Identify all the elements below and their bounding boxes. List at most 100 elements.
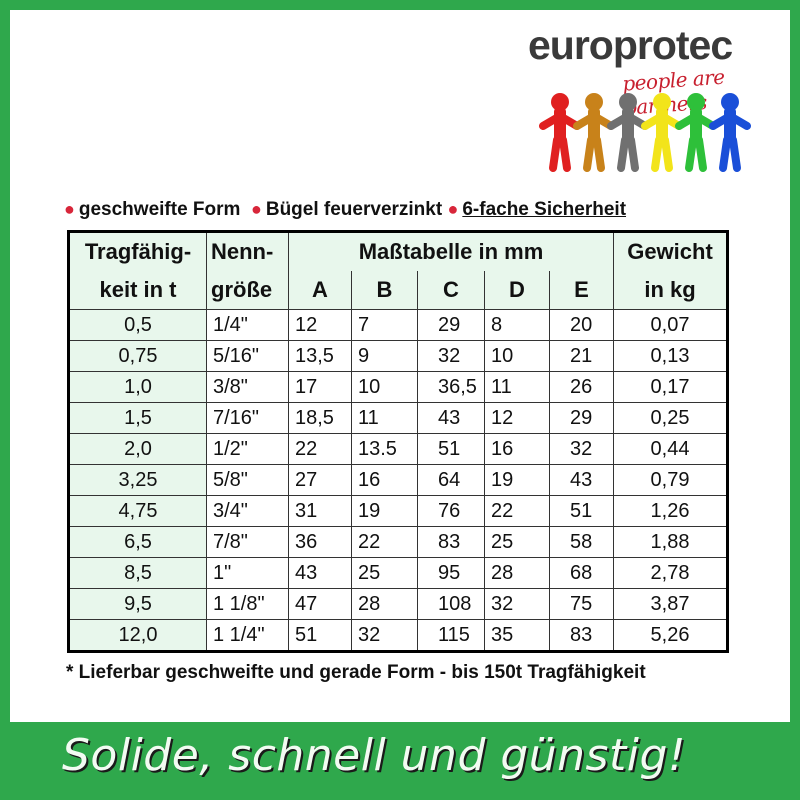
cell-dim-a: 31: [288, 495, 352, 527]
cell-dim-e: 83: [549, 619, 614, 652]
brand-name: europrotec: [528, 22, 733, 68]
table-row: 1,5 7/16" 18,5 11 43 12 29 0,25: [68, 402, 728, 434]
cell-weight: 1,26: [613, 495, 728, 527]
table-row: 0,75 5/16" 13,5 9 32 10 21 0,13: [68, 340, 728, 372]
person-figure-icon: [709, 93, 751, 172]
cell-size: 3/4": [206, 495, 289, 527]
cell-dim-d: 25: [484, 526, 550, 558]
cell-dim-e: 58: [549, 526, 614, 558]
cell-dim-c: 29: [417, 309, 485, 341]
cell-dim-a: 51: [288, 619, 352, 652]
cell-capacity: 4,75: [68, 495, 207, 527]
cell-dim-a: 18,5: [288, 402, 352, 434]
table-row: 4,75 3/4" 31 19 76 22 51 1,26: [68, 495, 728, 527]
cell-size: 1/2": [206, 433, 289, 465]
table-row: 2,0 1/2" 22 13.5 51 16 32 0,44: [68, 433, 728, 465]
cell-dim-d: 16: [484, 433, 550, 465]
cell-dim-a: 27: [288, 464, 352, 496]
cell-size: 5/16": [206, 340, 289, 372]
cell-dim-b: 32: [351, 619, 418, 652]
header-dim-e: E: [549, 271, 614, 310]
cell-dim-b: 22: [351, 526, 418, 558]
cell-capacity: 3,25: [68, 464, 207, 496]
cell-dim-c: 43: [417, 402, 485, 434]
table-row: 12,0 1 1/4" 51 32 115 35 83 5,26: [68, 619, 728, 652]
cell-weight: 0,79: [613, 464, 728, 496]
dimension-table: Tragfähig- Nenn- Maßtabelle in mm Gewich…: [67, 230, 729, 653]
person-figure-icon: [641, 93, 683, 172]
cell-capacity: 0,5: [68, 309, 207, 341]
header-dim-c: C: [417, 271, 485, 310]
cell-capacity: 1,0: [68, 371, 207, 403]
cell-dim-e: 43: [549, 464, 614, 496]
header-dim-a: A: [288, 271, 352, 310]
cell-dim-d: 8: [484, 309, 550, 341]
cell-dim-d: 19: [484, 464, 550, 496]
cell-weight: 0,07: [613, 309, 728, 341]
cell-dim-c: 83: [417, 526, 485, 558]
person-figure-icon: [675, 93, 717, 172]
person-figure-icon: [607, 93, 649, 172]
cell-size: 3/8": [206, 371, 289, 403]
cell-dim-e: 26: [549, 371, 614, 403]
table-row: 8,5 1" 43 25 95 28 68 2,78: [68, 557, 728, 589]
cell-weight: 0,25: [613, 402, 728, 434]
cell-weight: 2,78: [613, 557, 728, 589]
availability-note: * Lieferbar geschweifte und gerade Form …: [66, 662, 646, 683]
cell-dim-e: 51: [549, 495, 614, 527]
cell-dim-d: 12: [484, 402, 550, 434]
cell-dim-b: 13.5: [351, 433, 418, 465]
banner-slogan: Solide, schnell und günstig!: [62, 730, 687, 781]
person-figure-icon: [573, 93, 615, 172]
header-size-2: größe: [206, 271, 289, 310]
cell-weight: 0,13: [613, 340, 728, 372]
cell-capacity: 1,5: [68, 402, 207, 434]
cell-size: 1/4": [206, 309, 289, 341]
header-weight-2: in kg: [613, 271, 728, 310]
person-figure-icon: [539, 93, 581, 172]
cell-dim-e: 20: [549, 309, 614, 341]
cell-dim-b: 28: [351, 588, 418, 620]
cell-dim-d: 10: [484, 340, 550, 372]
cell-dim-a: 47: [288, 588, 352, 620]
header-dim-d: D: [484, 271, 550, 310]
cell-dim-c: 36,5: [417, 371, 485, 403]
cell-capacity: 9,5: [68, 588, 207, 620]
cell-dim-b: 16: [351, 464, 418, 496]
cell-dim-d: 35: [484, 619, 550, 652]
cell-dim-b: 25: [351, 557, 418, 589]
bullet-icon: ●: [64, 199, 75, 219]
cell-size: 7/8": [206, 526, 289, 558]
header-capacity-2: keit in t: [68, 271, 207, 310]
feature-item: geschweifte Form: [78, 199, 241, 220]
cell-dim-d: 32: [484, 588, 550, 620]
europrotec-logo: europrotec people are partners: [528, 22, 788, 172]
cell-capacity: 8,5: [68, 557, 207, 589]
cell-dim-c: 51: [417, 433, 485, 465]
table-row: 9,5 1 1/8" 47 28 108 32 75 3,87: [68, 588, 728, 620]
cell-weight: 0,44: [613, 433, 728, 465]
cell-size: 1 1/4": [206, 619, 289, 652]
cell-dim-a: 17: [288, 371, 352, 403]
feature-list: ● geschweifte Form ● Bügel feuerverzinkt ●…: [64, 199, 626, 221]
cell-dim-b: 7: [351, 309, 418, 341]
cell-dim-e: 21: [549, 340, 614, 372]
cell-capacity: 2,0: [68, 433, 207, 465]
cell-dim-c: 95: [417, 557, 485, 589]
cell-weight: 1,88: [613, 526, 728, 558]
cell-size: 1": [206, 557, 289, 589]
cell-size: 7/16": [206, 402, 289, 434]
cell-dim-c: 115: [417, 619, 485, 652]
table-row: 1,0 3/8" 17 10 36,5 11 26 0,17: [68, 371, 728, 403]
cell-dim-e: 68: [549, 557, 614, 589]
cell-dim-a: 43: [288, 557, 352, 589]
header-size: Nenn-: [206, 231, 289, 271]
table-row: 3,25 5/8" 27 16 64 19 43 0,79: [68, 464, 728, 496]
feature-item: 6-fache Sicherheit: [462, 199, 627, 220]
cell-dim-b: 11: [351, 402, 418, 434]
header-weight: Gewicht: [613, 231, 728, 271]
feature-item: Bügel feuerverzinkt: [265, 199, 443, 220]
cell-dim-e: 75: [549, 588, 614, 620]
cell-capacity: 0,75: [68, 340, 207, 372]
people-figures-icon: [539, 93, 751, 172]
